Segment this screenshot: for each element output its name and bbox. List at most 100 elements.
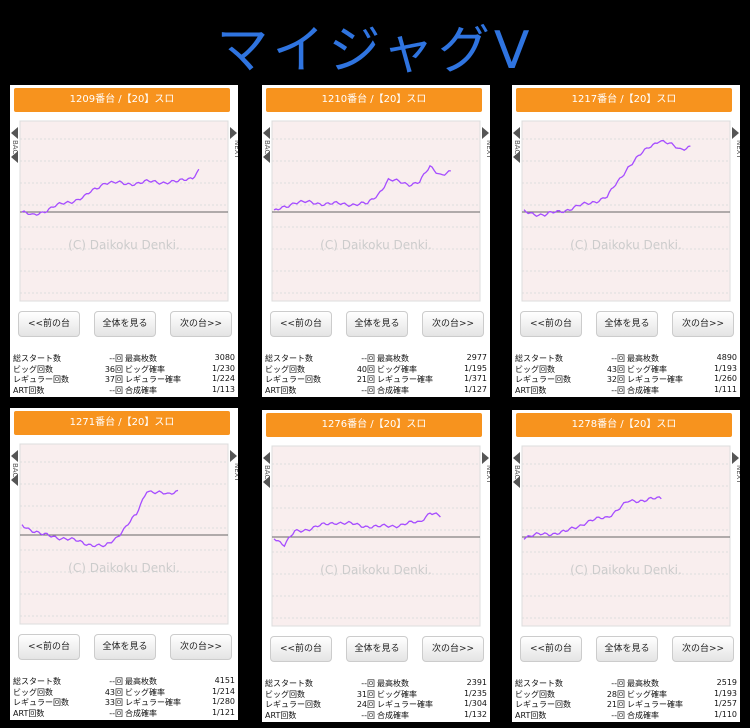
stat-value: --回 bbox=[611, 710, 625, 720]
stat-label: ビッグ確率 bbox=[377, 689, 417, 699]
stat-value: --回 bbox=[361, 354, 375, 363]
stats-table: 総スタート数 --回 最高枚数 2391 ビッグ回数 31回 ビッグ確率 1/235 レギュラー… bbox=[265, 678, 487, 720]
stats-row: ART回数 --回 合成確率 1/113 bbox=[13, 385, 235, 396]
graph: BACK NEXT (C) Daikoku Denki. bbox=[513, 120, 740, 302]
back-arrow bbox=[11, 127, 18, 163]
graph-bg bbox=[521, 445, 731, 627]
stat-label: レギュラー確率 bbox=[125, 375, 181, 384]
next-arrow bbox=[482, 452, 489, 464]
stat-label: 総スタート数 bbox=[515, 354, 563, 363]
stat-label: 最高枚数 bbox=[627, 354, 659, 363]
nav-button[interactable]: <<前の台 bbox=[520, 311, 582, 337]
stat-label: レギュラー確率 bbox=[627, 375, 683, 384]
stat-value: --回 bbox=[109, 354, 123, 363]
stat-value: 40回 bbox=[356, 364, 375, 374]
stat-value: 1/127 bbox=[463, 384, 487, 394]
nav-button[interactable]: <<前の台 bbox=[18, 311, 80, 337]
stat-value: 1/113 bbox=[211, 384, 235, 394]
nav-button[interactable]: 次の台>> bbox=[170, 634, 232, 660]
nav-button[interactable]: <<前の台 bbox=[520, 636, 582, 662]
graph-bg bbox=[271, 445, 481, 627]
stats-table: 総スタート数 --回 最高枚数 4890 ビッグ回数 43回 ビッグ確率 1/193 レギュラー… bbox=[515, 353, 737, 395]
nav-button[interactable]: 次の台>> bbox=[422, 311, 484, 337]
nav-button[interactable]: 次の台>> bbox=[672, 636, 734, 662]
stat-label: 合成確率 bbox=[125, 708, 157, 718]
stat-value: 43回 bbox=[606, 364, 625, 374]
stat-label: レギュラー回数 bbox=[515, 700, 571, 709]
stat-label: レギュラー確率 bbox=[377, 375, 433, 384]
machine-panel: 1276番台 /【20】スロ BACK NEXT (C) Daikoku Denki.… bbox=[262, 410, 490, 722]
nav-button[interactable]: <<前の台 bbox=[270, 311, 332, 337]
panel-header: 1217番台 /【20】スロ bbox=[516, 88, 732, 112]
stat-label: 最高枚数 bbox=[125, 354, 157, 363]
graph-bg bbox=[19, 120, 229, 302]
stat-value: 33回 bbox=[104, 698, 123, 707]
stat-value: --回 bbox=[611, 679, 625, 688]
stat-value: 4151 bbox=[214, 676, 235, 685]
next-label: NEXT bbox=[485, 140, 490, 159]
nav-button[interactable]: 全体を見る bbox=[94, 311, 156, 337]
nav-button[interactable]: 全体を見る bbox=[346, 636, 408, 662]
next-arrow bbox=[230, 127, 237, 139]
back-label: BACK bbox=[11, 140, 19, 159]
stat-label: レギュラー確率 bbox=[627, 700, 683, 709]
stat-value: --回 bbox=[361, 385, 375, 395]
nav-button[interactable]: 次の台>> bbox=[672, 311, 734, 337]
stat-value: --回 bbox=[109, 385, 123, 395]
stat-value: --回 bbox=[611, 385, 625, 395]
back-label: BACK bbox=[513, 465, 521, 484]
nav-button[interactable]: 次の台>> bbox=[422, 636, 484, 662]
stats-table: 総スタート数 --回 最高枚数 3080 ビッグ回数 36回 ビッグ確率 1/230 レギュラー… bbox=[13, 353, 235, 395]
nav-button[interactable]: 全体を見る bbox=[346, 311, 408, 337]
stat-value: 1/193 bbox=[713, 688, 737, 698]
stat-value: --回 bbox=[361, 710, 375, 720]
stats-row: ビッグ回数 43回 ビッグ確率 1/193 bbox=[515, 364, 737, 375]
watermark: (C) Daikoku Denki. bbox=[320, 238, 432, 252]
nav-button[interactable]: 全体を見る bbox=[596, 636, 658, 662]
stat-value: 2519 bbox=[716, 678, 737, 687]
back-arrow bbox=[263, 452, 270, 488]
stat-value: --回 bbox=[109, 708, 123, 718]
graph: BACK NEXT (C) Daikoku Denki. bbox=[11, 443, 238, 625]
back-label: BACK bbox=[263, 140, 271, 159]
stat-label: 最高枚数 bbox=[627, 679, 659, 688]
stats-row: レギュラー回数 21回 レギュラー確率 1/371 bbox=[265, 374, 487, 385]
watermark: (C) Daikoku Denki. bbox=[570, 238, 682, 252]
stat-value: 2391 bbox=[466, 678, 487, 687]
stat-value: 1/121 bbox=[211, 707, 235, 717]
machine-panel: 1210番台 /【20】スロ BACK NEXT (C) Daikoku Denki.… bbox=[262, 85, 490, 397]
stat-label: ART回数 bbox=[515, 385, 547, 395]
stat-label: 総スタート数 bbox=[265, 354, 313, 363]
graph-bg bbox=[271, 120, 481, 302]
stats-row: ART回数 --回 合成確率 1/111 bbox=[515, 385, 737, 396]
stat-value: 24回 bbox=[356, 700, 375, 709]
stat-label: ビッグ回数 bbox=[13, 364, 53, 374]
stat-value: 1/110 bbox=[713, 709, 737, 719]
stat-value: 3080 bbox=[214, 353, 235, 362]
stats-row: ビッグ回数 28回 ビッグ確率 1/193 bbox=[515, 689, 737, 700]
stat-label: 最高枚数 bbox=[377, 679, 409, 688]
nav-button[interactable]: <<前の台 bbox=[18, 634, 80, 660]
stat-label: 合成確率 bbox=[627, 710, 659, 720]
stat-value: 1/214 bbox=[211, 686, 235, 696]
stat-label: 総スタート数 bbox=[13, 354, 61, 363]
stats-row: ビッグ回数 31回 ビッグ確率 1/235 bbox=[265, 689, 487, 700]
back-label: BACK bbox=[263, 465, 271, 484]
stat-label: 合成確率 bbox=[627, 385, 659, 395]
stats-row: 総スタート数 --回 最高枚数 4890 bbox=[515, 353, 737, 364]
stats-row: ART回数 --回 合成確率 1/132 bbox=[265, 710, 487, 721]
nav-button[interactable]: 全体を見る bbox=[94, 634, 156, 660]
back-arrow bbox=[11, 450, 18, 486]
stat-value: 1/193 bbox=[713, 363, 737, 373]
graph: BACK NEXT (C) Daikoku Denki. bbox=[513, 445, 740, 627]
next-label: NEXT bbox=[233, 463, 238, 482]
stats-row: ART回数 --回 合成確率 1/127 bbox=[265, 385, 487, 396]
nav-button[interactable]: 全体を見る bbox=[596, 311, 658, 337]
nav-button[interactable]: <<前の台 bbox=[270, 636, 332, 662]
nav-button[interactable]: 次の台>> bbox=[170, 311, 232, 337]
next-label: NEXT bbox=[735, 140, 740, 159]
stat-label: レギュラー回数 bbox=[515, 375, 571, 384]
history-line bbox=[273, 164, 451, 211]
back-arrow bbox=[513, 452, 520, 488]
stats-row: レギュラー回数 21回 レギュラー確率 1/257 bbox=[515, 699, 737, 710]
